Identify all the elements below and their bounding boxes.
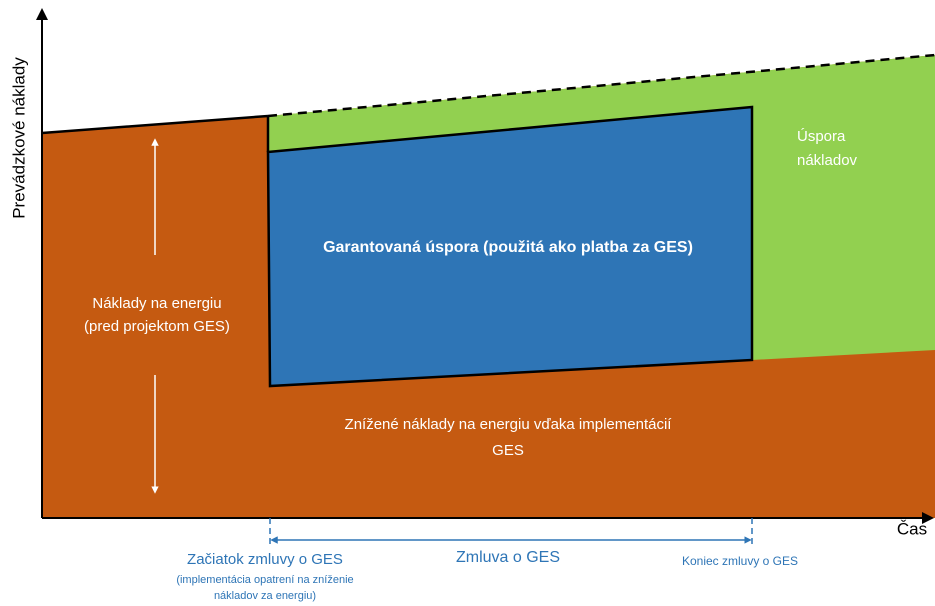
left-top-edge: [41, 114, 269, 135]
blue-area: [266, 105, 754, 388]
end-label: Koniec zmluvy o GES: [682, 554, 798, 568]
guaranteed-label: Garantovaná úspora (použitá ako platba z…: [323, 239, 693, 256]
reduced-label: Znížené náklady na energiu vďaka impleme…: [345, 416, 673, 433]
contract-label: Zmluva o GES: [456, 549, 560, 566]
savings-label: nákladov: [797, 152, 858, 169]
start-note: (implementácia opatrení na zníženie: [176, 574, 353, 586]
start-label: Začiatok zmluvy o GES: [187, 551, 343, 568]
start-note: nákladov za energiu): [214, 590, 316, 602]
x-axis-label: Čas: [897, 519, 927, 538]
energy-before-label: (pred projektom GES): [84, 318, 230, 335]
dashed-top: [267, 53, 935, 118]
energy-before-label: Náklady na energiu: [92, 295, 221, 312]
savings-label: Úspora: [797, 128, 846, 145]
green-area: [268, 55, 935, 360]
y-axis-label: Prevádzkové náklady: [9, 57, 28, 219]
reduced-label: GES: [492, 442, 524, 459]
